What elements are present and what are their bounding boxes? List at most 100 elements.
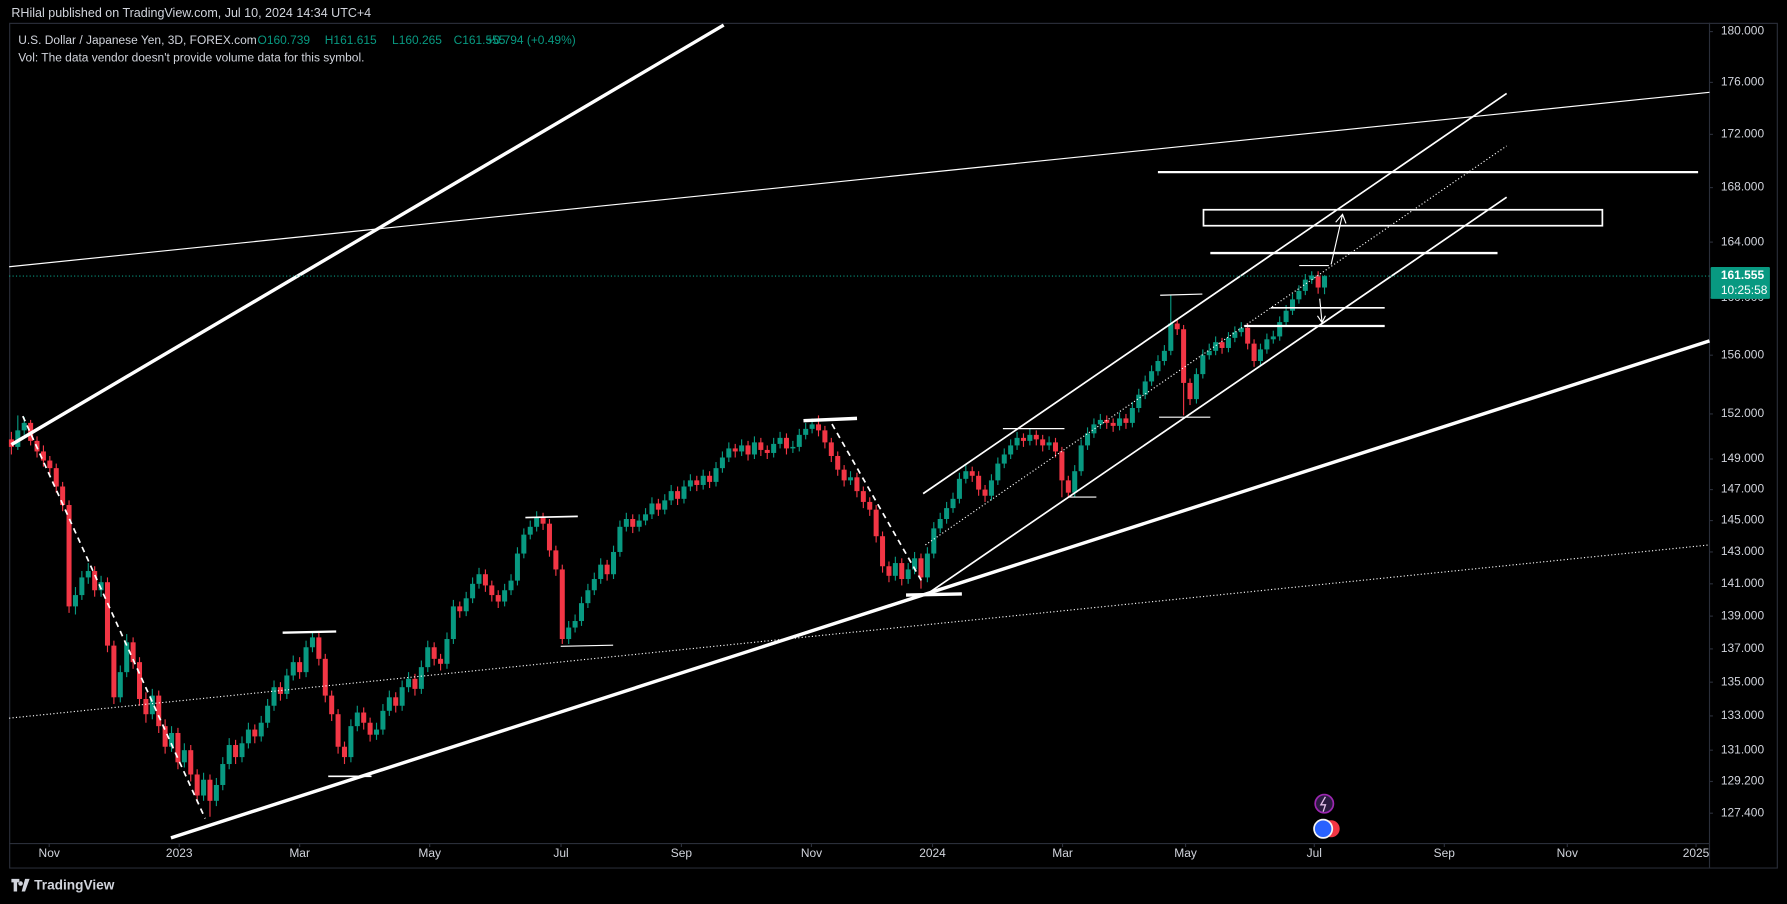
x-tick-label: Mar <box>289 846 310 860</box>
candle-body <box>1123 418 1129 423</box>
swing-line <box>525 515 578 519</box>
candle-body <box>687 480 693 487</box>
trend-line <box>10 23 725 447</box>
candle-body <box>92 571 98 591</box>
candle-body <box>1245 327 1251 344</box>
x-tick-label: Nov <box>39 846 60 860</box>
candle-body <box>1052 442 1059 452</box>
candle-body <box>303 647 309 673</box>
ohlc-legend: C161.555 <box>454 33 506 47</box>
swing-line <box>560 644 614 647</box>
candle-body <box>758 442 764 450</box>
candle-body <box>1149 371 1155 382</box>
candle-body <box>124 642 130 673</box>
candle-body <box>98 582 104 591</box>
candle-body <box>1181 329 1187 383</box>
candle-body <box>630 519 636 527</box>
candle-body <box>860 491 866 502</box>
candle-body <box>258 722 264 737</box>
y-tick-label: 156.000 <box>1721 347 1765 361</box>
candle-body <box>1322 276 1328 288</box>
candle-body <box>783 437 789 449</box>
candle-body <box>425 647 431 668</box>
candle-body <box>374 729 380 735</box>
x-tick-label: Jul <box>553 846 568 860</box>
candle-body <box>361 712 367 723</box>
candle-body <box>1065 480 1071 493</box>
candle-body <box>104 582 110 646</box>
candle-body <box>969 471 975 476</box>
candle-body <box>707 475 713 482</box>
candle-body <box>252 729 258 737</box>
candle-body <box>53 468 59 487</box>
candle-body <box>681 486 687 499</box>
candle-body <box>1129 407 1135 423</box>
candle-body <box>790 446 796 449</box>
candle-body <box>976 475 982 490</box>
brand[interactable]: TradingView <box>34 877 115 892</box>
candle-body <box>489 585 495 596</box>
event-icon[interactable] <box>1313 818 1334 839</box>
candle-body <box>751 442 757 455</box>
candle-body <box>1136 394 1142 408</box>
candle-body <box>604 564 610 575</box>
y-tick-label: 164.000 <box>1721 234 1765 248</box>
channel-lower <box>928 196 1508 594</box>
x-tick-label: Mar <box>1052 846 1073 860</box>
candle-body <box>1014 437 1020 446</box>
candle-body <box>918 558 924 578</box>
candle-body <box>239 743 245 758</box>
y-tick-label: 147.000 <box>1721 482 1765 496</box>
candle-body <box>892 563 898 576</box>
event-icon[interactable] <box>1314 793 1335 814</box>
y-tick-label: 152.000 <box>1721 406 1765 420</box>
candle-body <box>1193 374 1199 400</box>
candle-body <box>322 658 328 696</box>
candle-body <box>1277 322 1283 337</box>
candle-body <box>1168 323 1174 351</box>
candle-body <box>1091 424 1097 434</box>
trend-line <box>9 544 1710 719</box>
candle-body <box>367 722 373 735</box>
candle-body <box>1289 299 1296 311</box>
candle-body <box>566 627 572 640</box>
candle-body <box>40 451 46 461</box>
volume-note: Vol: The data vendor doesn't provide vol… <box>18 50 364 64</box>
candle-body <box>188 750 194 775</box>
candle-body <box>1296 290 1302 300</box>
candle-body <box>15 430 21 447</box>
candle-body <box>72 595 78 607</box>
y-tick-label: 127.400 <box>1721 805 1765 819</box>
drawings <box>9 23 1711 840</box>
candle-body <box>815 424 822 431</box>
candle-body <box>514 553 520 581</box>
candle-body <box>220 764 226 785</box>
candle-body <box>1059 451 1065 481</box>
y-tick-label: 131.000 <box>1721 742 1765 756</box>
y-tick-label: 176.000 <box>1721 75 1765 89</box>
x-tick-label: Nov <box>801 846 822 860</box>
candle-body <box>194 774 200 796</box>
candle-body <box>982 489 988 496</box>
candle-body <box>502 590 508 602</box>
candle-body <box>1078 445 1084 472</box>
candle-body <box>213 784 219 801</box>
candle-body <box>591 579 597 591</box>
candle-body <box>1283 310 1289 323</box>
candles <box>8 271 1328 817</box>
candle-body <box>1213 342 1219 351</box>
candle-body <box>905 569 911 580</box>
candle-body <box>668 491 674 501</box>
candle-body <box>476 574 482 584</box>
candle-body <box>162 726 168 747</box>
candle-body <box>1200 355 1206 375</box>
candle-body <box>21 422 27 431</box>
candle-body <box>1206 350 1212 356</box>
candle-body <box>60 486 66 506</box>
candle-body <box>700 475 706 485</box>
dashed-path <box>22 415 206 819</box>
candle-body <box>309 637 315 648</box>
countdown: 10:25:58 <box>1721 283 1768 297</box>
candle-body <box>508 580 514 591</box>
candle-body <box>655 503 661 510</box>
